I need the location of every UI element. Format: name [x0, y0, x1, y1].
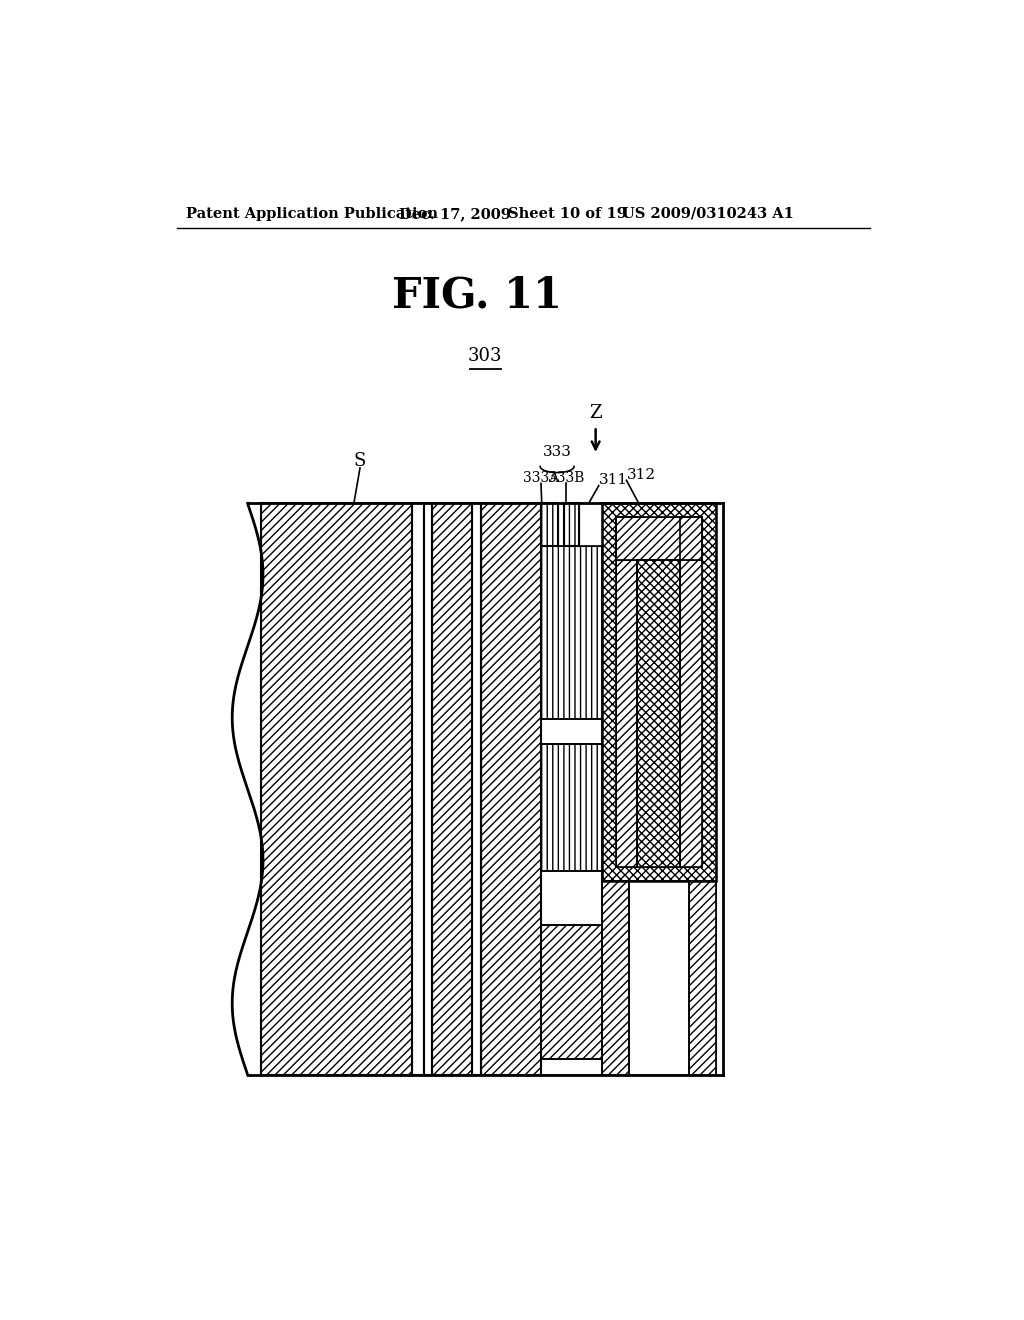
Text: S: S	[354, 451, 367, 470]
Bar	[541, 545, 602, 719]
Bar	[680, 517, 701, 867]
Bar	[541, 871, 602, 924]
Bar	[615, 517, 701, 560]
Text: 311: 311	[599, 474, 628, 487]
Bar	[564, 503, 580, 545]
Text: 303: 303	[468, 347, 502, 364]
Bar	[261, 503, 412, 1074]
Bar	[680, 517, 701, 867]
Text: Dec. 17, 2009: Dec. 17, 2009	[398, 207, 510, 220]
Bar	[602, 503, 716, 880]
Bar	[472, 503, 481, 1074]
Text: 333: 333	[543, 445, 571, 459]
Bar	[602, 880, 629, 1074]
Bar	[541, 503, 558, 545]
Bar	[615, 517, 701, 867]
Text: Sheet 10 of 19: Sheet 10 of 19	[508, 207, 627, 220]
Bar	[615, 517, 637, 867]
Bar	[261, 503, 412, 1074]
Text: Z: Z	[590, 404, 602, 421]
Bar	[689, 880, 716, 1074]
Bar	[602, 880, 629, 1074]
Bar	[541, 545, 602, 719]
Bar	[615, 517, 701, 560]
Bar	[615, 517, 637, 867]
Text: US 2009/0310243 A1: US 2009/0310243 A1	[622, 207, 794, 220]
Text: FIG. 11: FIG. 11	[392, 275, 562, 317]
Bar	[432, 503, 472, 1074]
Bar	[637, 560, 680, 867]
Bar	[541, 1059, 602, 1074]
Bar	[689, 880, 716, 1074]
Bar	[424, 503, 432, 1074]
Bar	[541, 924, 602, 1059]
Text: 333A: 333A	[523, 471, 559, 484]
Bar	[481, 503, 541, 1074]
Bar	[541, 743, 602, 871]
Bar	[564, 503, 580, 545]
Bar	[432, 503, 472, 1074]
Bar	[541, 743, 602, 871]
Bar	[541, 503, 558, 545]
Bar	[541, 719, 602, 743]
Bar	[637, 560, 680, 867]
Bar	[602, 503, 716, 880]
Text: 333B: 333B	[548, 471, 585, 484]
Text: 312: 312	[627, 467, 655, 482]
Bar	[481, 503, 541, 1074]
Bar	[412, 503, 424, 1074]
Bar	[629, 880, 689, 1074]
Bar	[541, 924, 602, 1059]
Text: Patent Application Publication: Patent Application Publication	[186, 207, 438, 220]
